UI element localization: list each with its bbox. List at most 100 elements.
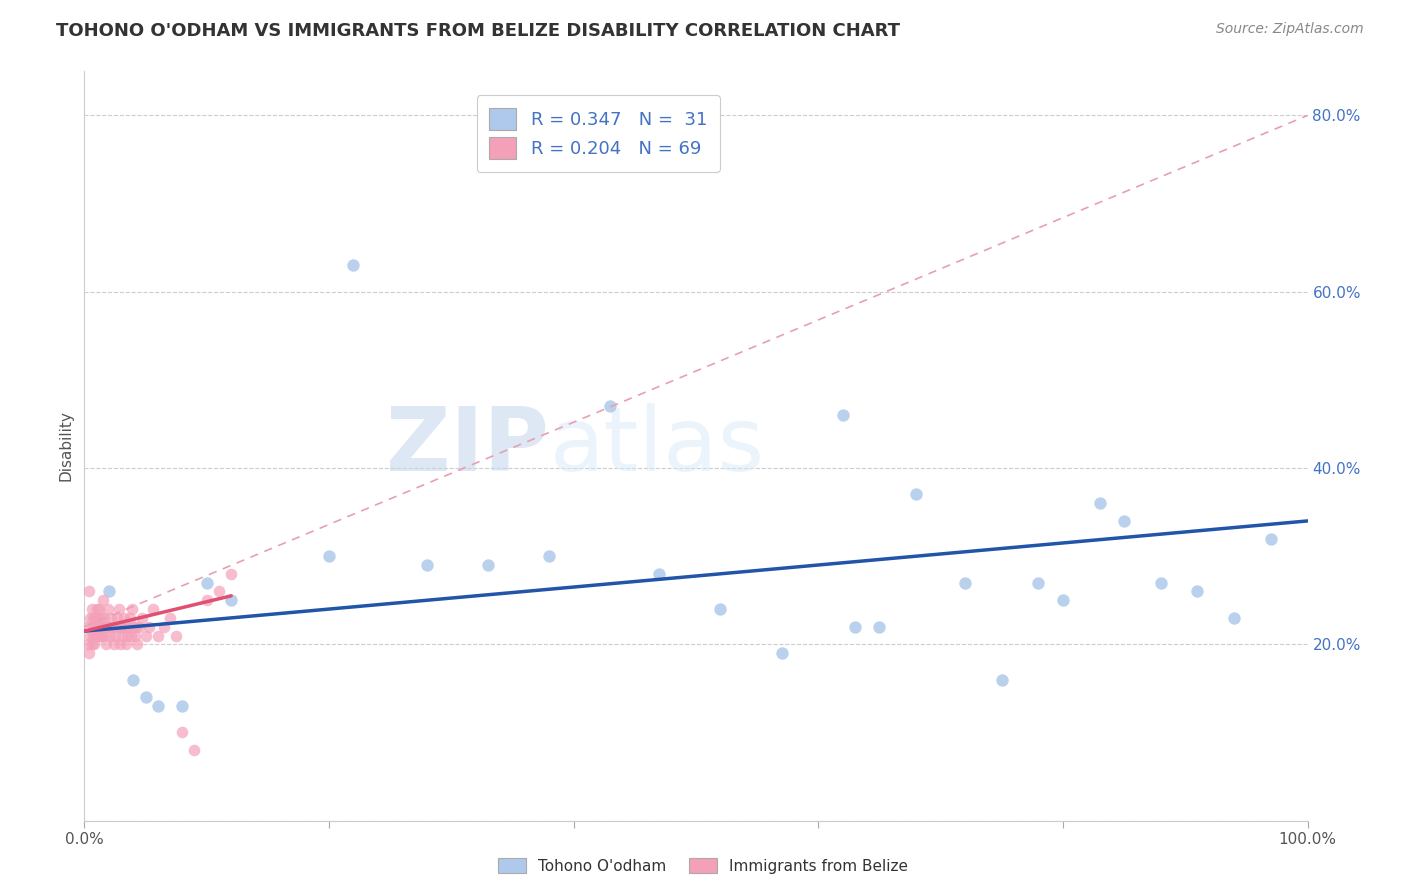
- Point: [477, 558, 499, 572]
- Point: [90, 611, 112, 625]
- Point: [87, 620, 110, 634]
- Point: [172, 725, 194, 739]
- Point: [94, 620, 117, 634]
- Point: [172, 699, 194, 714]
- Point: [135, 690, 157, 705]
- Point: [84, 628, 107, 642]
- Point: [1150, 575, 1173, 590]
- Point: [86, 620, 108, 634]
- Point: [79, 628, 101, 642]
- Point: [97, 602, 120, 616]
- Text: ZIP: ZIP: [387, 402, 550, 490]
- Point: [101, 620, 124, 634]
- Point: [111, 628, 134, 642]
- Point: [107, 602, 129, 616]
- Point: [869, 620, 891, 634]
- Point: [122, 620, 145, 634]
- Point: [80, 602, 103, 616]
- Point: [115, 637, 138, 651]
- Point: [77, 584, 100, 599]
- Point: [709, 602, 731, 616]
- Point: [342, 258, 364, 272]
- Point: [318, 549, 340, 564]
- Point: [1028, 575, 1050, 590]
- Point: [100, 611, 122, 625]
- Point: [117, 620, 139, 634]
- Point: [93, 611, 115, 625]
- Point: [1088, 496, 1111, 510]
- Text: Source: ZipAtlas.com: Source: ZipAtlas.com: [1216, 22, 1364, 37]
- Point: [538, 549, 561, 564]
- Point: [114, 620, 136, 634]
- Point: [83, 637, 105, 651]
- Point: [128, 620, 150, 634]
- Point: [82, 628, 104, 642]
- Point: [105, 611, 128, 625]
- Point: [91, 620, 114, 634]
- Point: [118, 611, 141, 625]
- Point: [125, 637, 148, 651]
- Point: [90, 628, 112, 642]
- Text: TOHONO O'ODHAM VS IMMIGRANTS FROM BELIZE DISABILITY CORRELATION CHART: TOHONO O'ODHAM VS IMMIGRANTS FROM BELIZE…: [56, 22, 900, 40]
- Point: [121, 602, 143, 616]
- Point: [1260, 532, 1282, 546]
- Point: [77, 646, 100, 660]
- Text: atlas: atlas: [550, 402, 765, 490]
- Point: [770, 646, 793, 660]
- Point: [219, 593, 242, 607]
- Point: [87, 602, 110, 616]
- Point: [991, 673, 1014, 687]
- Legend: R = 0.347   N =  31, R = 0.204   N = 69: R = 0.347 N = 31, R = 0.204 N = 69: [477, 95, 720, 172]
- Point: [195, 593, 218, 607]
- Point: [89, 628, 111, 642]
- Point: [91, 593, 114, 607]
- Point: [844, 620, 866, 634]
- Point: [124, 628, 146, 642]
- Point: [905, 487, 928, 501]
- Point: [79, 611, 101, 625]
- Point: [953, 575, 976, 590]
- Point: [146, 699, 169, 714]
- Point: [219, 566, 242, 581]
- Point: [159, 611, 181, 625]
- Point: [138, 620, 160, 634]
- Point: [131, 611, 153, 625]
- Point: [82, 611, 104, 625]
- Point: [120, 628, 142, 642]
- Point: [87, 628, 110, 642]
- Point: [103, 637, 125, 651]
- Point: [135, 628, 157, 642]
- Point: [142, 602, 165, 616]
- Point: [77, 637, 100, 651]
- Point: [89, 620, 111, 634]
- Point: [1223, 611, 1246, 625]
- Point: [1187, 584, 1209, 599]
- Y-axis label: Disability: Disability: [58, 410, 73, 482]
- Point: [76, 620, 98, 634]
- Point: [83, 620, 105, 634]
- Point: [80, 637, 103, 651]
- Point: [1052, 593, 1074, 607]
- Legend: Tohono O'odham, Immigrants from Belize: Tohono O'odham, Immigrants from Belize: [492, 852, 914, 880]
- Point: [104, 628, 127, 642]
- Point: [416, 558, 439, 572]
- Point: [599, 400, 621, 414]
- Point: [165, 628, 187, 642]
- Point: [1114, 514, 1136, 528]
- Point: [98, 628, 121, 642]
- Point: [84, 611, 107, 625]
- Point: [112, 611, 135, 625]
- Point: [96, 637, 118, 651]
- Point: [93, 628, 115, 642]
- Point: [105, 620, 128, 634]
- Point: [86, 602, 108, 616]
- Point: [125, 620, 148, 634]
- Point: [122, 673, 145, 687]
- Point: [110, 620, 132, 634]
- Point: [153, 620, 176, 634]
- Point: [195, 575, 218, 590]
- Point: [97, 584, 120, 599]
- Point: [183, 743, 205, 757]
- Point: [648, 566, 671, 581]
- Point: [110, 620, 132, 634]
